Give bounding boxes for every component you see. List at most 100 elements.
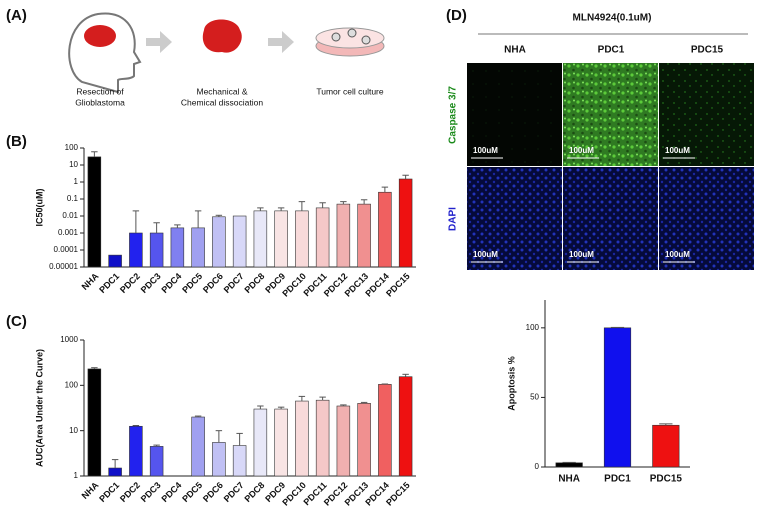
column-label: PDC1 [598, 45, 625, 56]
error-bar [299, 396, 305, 401]
error-bar [319, 203, 325, 208]
error-bar [153, 223, 159, 233]
image-title: MLN4924(0.1uM) [573, 13, 652, 24]
y-tick-label: 0.0001 [54, 245, 79, 254]
panel-label: (C) [6, 313, 27, 330]
y-tick-label: 50 [530, 393, 539, 402]
bar [129, 233, 142, 267]
scale-label: 100uM [569, 250, 594, 259]
error-bar [340, 202, 346, 204]
x-tick-label: PDC7 [222, 271, 246, 295]
bar [358, 403, 371, 476]
cell-icon [348, 29, 356, 37]
bar [254, 211, 267, 267]
bar [88, 369, 101, 476]
error-bar [91, 152, 97, 157]
x-tick-label: PDC8 [242, 271, 266, 295]
error-bar [195, 211, 201, 228]
head-icon [69, 13, 140, 92]
x-tick-label: PDC1 [97, 271, 121, 295]
tissue-icon [203, 20, 242, 53]
x-tick-label: PDC2 [118, 271, 142, 295]
y-tick-label: 0.00001 [49, 262, 78, 271]
bar [233, 446, 246, 476]
bar [295, 211, 308, 267]
bar [129, 426, 142, 476]
x-tick-label: PDC6 [201, 480, 225, 504]
arrow [146, 31, 172, 53]
bar [378, 384, 391, 476]
bar [604, 328, 631, 467]
bar [295, 401, 308, 476]
y-axis-label: AUC(Area Under the Curve) [34, 349, 44, 467]
scale-label: 100uM [473, 250, 498, 259]
bar [358, 204, 371, 267]
scale-label: 100uM [665, 146, 690, 155]
error-bar [133, 211, 139, 233]
arrow [268, 31, 294, 53]
scale-label: 100uM [569, 146, 594, 155]
error-bar [216, 431, 222, 443]
panel-label: (A) [6, 7, 27, 24]
bar [399, 377, 412, 476]
error-bar [319, 397, 325, 400]
bar [653, 425, 680, 467]
row-label: Caspase 3/7 [448, 86, 459, 144]
error-bar [257, 406, 263, 409]
y-tick-label: 0.1 [67, 194, 79, 203]
error-bar [236, 433, 242, 445]
bar [192, 417, 205, 476]
x-tick-label: PDC5 [180, 480, 204, 504]
error-bar [382, 187, 388, 192]
error-bar [402, 175, 408, 179]
y-tick-label: 10 [69, 426, 78, 435]
cell-icon [332, 33, 340, 41]
error-bar [257, 208, 263, 211]
x-tick-label: PDC15 [384, 480, 412, 508]
y-tick-label: 10 [69, 160, 78, 169]
bar [275, 409, 288, 476]
y-tick-label: 100 [65, 143, 79, 152]
scale-label: 100uM [665, 250, 690, 259]
x-tick-label: PDC3 [139, 271, 163, 295]
bar [316, 208, 329, 267]
y-tick-label: 1 [74, 177, 79, 186]
bar [192, 228, 205, 267]
x-tick-label: PDC3 [139, 480, 163, 504]
x-tick-label: PDC6 [201, 271, 225, 295]
x-tick-label: PDC1 [97, 480, 121, 504]
y-axis-label: Apoptosis % [506, 356, 516, 411]
step-caption: Mechanical & [196, 86, 247, 96]
error-bar [174, 225, 180, 228]
bar [233, 216, 246, 267]
y-tick-label: 100 [65, 380, 79, 389]
bar [316, 400, 329, 476]
x-tick-label: PDC15 [650, 474, 683, 485]
scale-label: 100uM [473, 146, 498, 155]
x-tick-label: PDC1 [604, 474, 631, 485]
bar [212, 217, 225, 267]
x-tick-label: NHA [558, 474, 580, 485]
bar [212, 442, 225, 476]
error-bar [112, 460, 118, 468]
step-caption: Resection of [76, 86, 124, 96]
x-tick-label: PDC8 [242, 480, 266, 504]
step-caption: Tumor cell culture [316, 86, 384, 96]
x-tick-label: PDC15 [384, 271, 412, 299]
cell-icon [362, 36, 370, 44]
x-tick-label: PDC4 [159, 271, 183, 295]
y-tick-label: 0.001 [58, 228, 79, 237]
bar [109, 468, 122, 476]
bar [150, 446, 163, 476]
x-tick-label: PDC7 [222, 480, 246, 504]
panel-label: (D) [446, 7, 467, 24]
bar [556, 463, 583, 467]
step-caption: Glioblastoma [75, 97, 125, 107]
x-tick-label: PDC5 [180, 271, 204, 295]
bar [254, 409, 267, 476]
panel-label: (B) [6, 133, 27, 150]
bar [150, 233, 163, 267]
error-bar [402, 374, 408, 376]
bar [378, 192, 391, 267]
x-tick-label: PDC4 [159, 480, 183, 504]
